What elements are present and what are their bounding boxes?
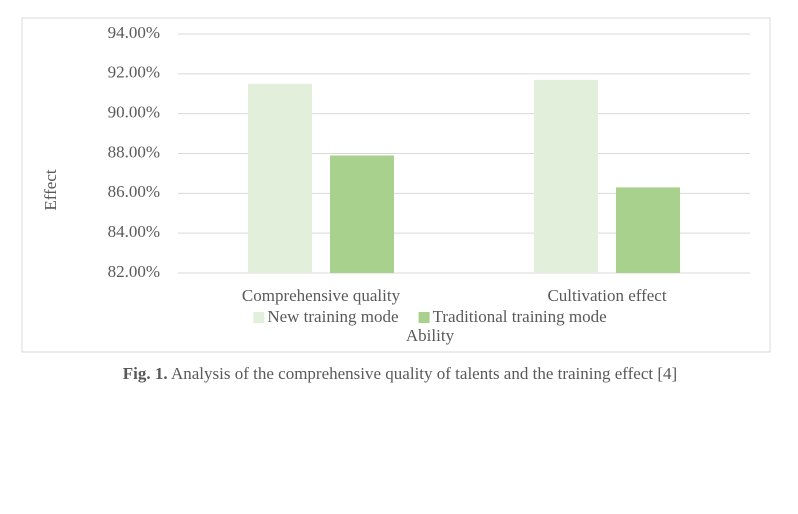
caption-label: Fig. 1.: [123, 364, 168, 383]
y-axis-label: Effect: [41, 169, 60, 210]
caption: Fig. 1. Analysis of the comprehensive qu…: [123, 364, 677, 383]
y-tick-label: 88.00%: [108, 142, 160, 161]
legend-swatch: [253, 312, 265, 323]
legend-swatch: [418, 312, 430, 323]
y-tick-label: 86.00%: [108, 182, 160, 201]
chart-frame: [21, 17, 771, 353]
y-tick-label: 92.00%: [108, 63, 160, 82]
x-axis-label: Ability: [406, 326, 455, 345]
bar: [248, 83, 312, 274]
legend-label: New training mode: [267, 307, 398, 326]
legend-label: Traditional training mode: [433, 307, 607, 326]
bar: [330, 155, 394, 273]
caption-text: Analysis of the comprehensive quality of…: [171, 364, 677, 383]
y-tick-label: 94.00%: [108, 23, 160, 42]
x-tick-label: Comprehensive quality: [242, 286, 401, 305]
y-tick-label: 84.00%: [108, 222, 160, 241]
bar: [616, 187, 680, 273]
y-tick-label: 82.00%: [108, 262, 160, 281]
x-tick-label: Cultivation effect: [547, 286, 666, 305]
bar: [534, 79, 598, 273]
y-tick-label: 90.00%: [108, 103, 160, 122]
